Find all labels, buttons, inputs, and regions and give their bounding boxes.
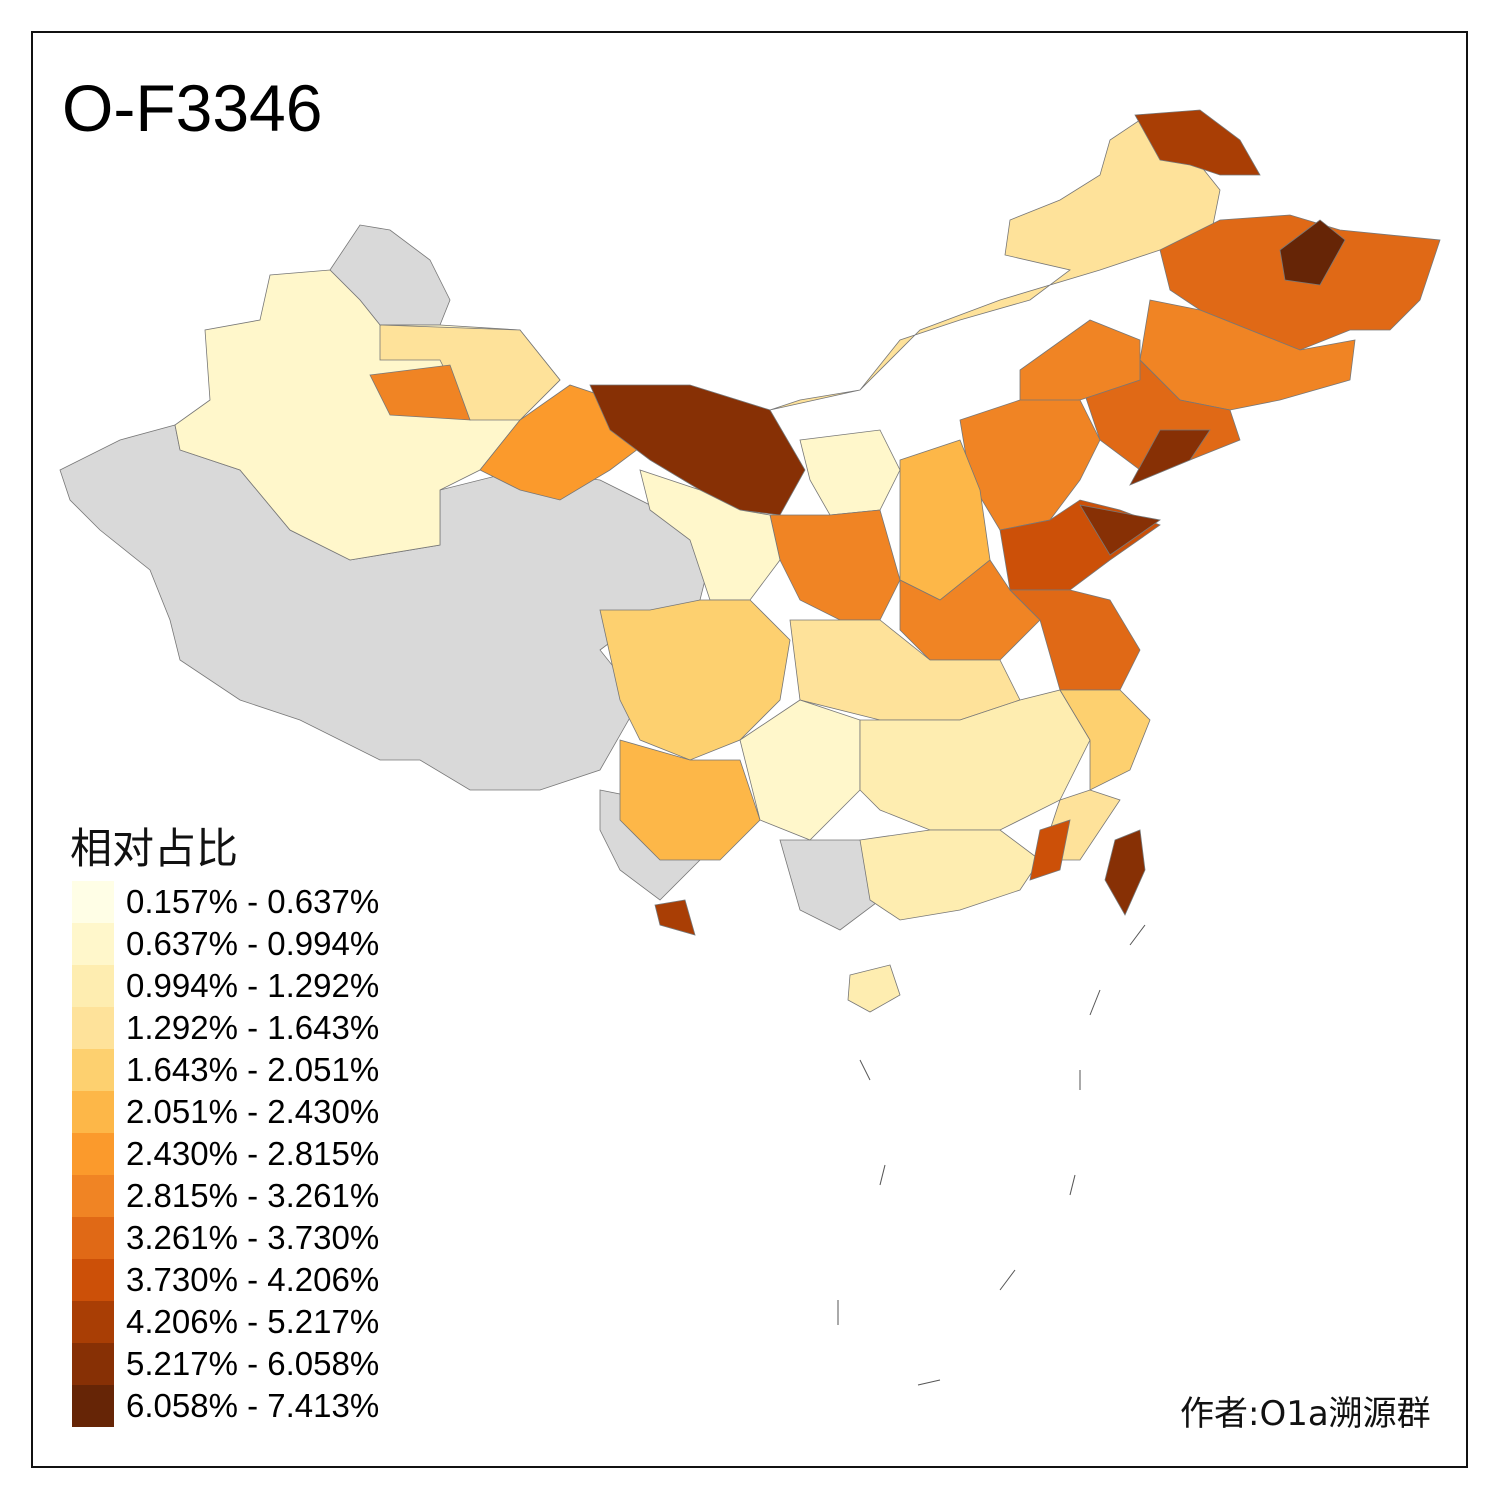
legend-label: 0.994% - 1.292% <box>126 967 380 1004</box>
region-zhejiang <box>1059 689 1151 791</box>
legend-item: 2.430% - 2.815% <box>72 1133 379 1175</box>
legend-label: 0.637% - 0.994% <box>126 925 380 962</box>
legend-swatch <box>72 1259 114 1301</box>
region-xishuangbanna <box>654 899 696 936</box>
legend: 0.157% - 0.637% 0.637% - 0.994% 0.994% - 1… <box>72 881 379 1427</box>
legend-item: 3.261% - 3.730% <box>72 1217 379 1259</box>
legend-item: 0.157% - 0.637% <box>72 881 379 923</box>
legend-swatch <box>72 1007 114 1049</box>
region-gansu-east <box>639 469 781 601</box>
region-turpan <box>369 364 471 421</box>
region-alxa <box>589 384 806 516</box>
region-shaanxi <box>769 509 901 621</box>
legend-title: 相对占比 <box>70 824 239 873</box>
legend-swatch <box>72 1091 114 1133</box>
legend-item: 2.051% - 2.430% <box>72 1091 379 1133</box>
region-yunnan <box>619 739 761 861</box>
legend-label: 1.292% - 1.643% <box>126 1009 380 1046</box>
region-guangdong <box>859 829 1041 921</box>
region-hainan <box>847 964 901 1013</box>
region-xinjiang-east <box>379 324 561 421</box>
region-guangxi-nodata <box>779 839 881 931</box>
legend-swatch <box>72 965 114 1007</box>
legend-swatch <box>72 1133 114 1175</box>
legend-swatch <box>72 1301 114 1343</box>
legend-item: 1.643% - 2.051% <box>72 1049 379 1091</box>
legend-label: 6.058% - 7.413% <box>126 1387 380 1424</box>
legend-swatch <box>72 1175 114 1217</box>
legend-item: 4.206% - 5.217% <box>72 1301 379 1343</box>
map-frame <box>31 31 1468 1468</box>
legend-item: 2.815% - 3.261% <box>72 1175 379 1217</box>
region-sichuan <box>599 599 791 761</box>
legend-swatch <box>72 923 114 965</box>
region-inner-mongolia <box>769 119 1221 411</box>
legend-item: 0.637% - 0.994% <box>72 923 379 965</box>
legend-item: 3.730% - 4.206% <box>72 1259 379 1301</box>
legend-label: 4.206% - 5.217% <box>126 1303 380 1340</box>
legend-label: 1.643% - 2.051% <box>126 1051 380 1088</box>
legend-swatch <box>72 1385 114 1427</box>
legend-swatch <box>72 1343 114 1385</box>
region-jiangsu-anhui <box>1009 589 1141 691</box>
legend-label: 3.730% - 4.206% <box>126 1261 380 1298</box>
legend-swatch <box>72 1217 114 1259</box>
region-hulunbuir-north <box>1134 109 1261 176</box>
legend-label: 5.217% - 6.058% <box>126 1345 380 1382</box>
legend-item: 5.217% - 6.058% <box>72 1343 379 1385</box>
south-china-sea-islands <box>837 924 1146 1386</box>
legend-item: 6.058% - 7.413% <box>72 1385 379 1427</box>
legend-item: 1.292% - 1.643% <box>72 1007 379 1049</box>
region-xiamen-shantou <box>1029 819 1071 881</box>
legend-label: 2.051% - 2.430% <box>126 1093 380 1130</box>
region-dalian <box>1129 429 1211 486</box>
region-harbin <box>1279 219 1346 286</box>
legend-label: 3.261% - 3.730% <box>126 1219 380 1256</box>
legend-item: 0.994% - 1.292% <box>72 965 379 1007</box>
region-taiwan <box>1104 829 1146 916</box>
legend-label: 2.815% - 3.261% <box>126 1177 380 1214</box>
map-title: O-F3346 <box>62 71 323 145</box>
legend-label: 0.157% - 0.637% <box>126 883 380 920</box>
region-qingdao <box>1079 504 1162 556</box>
region-ordos <box>799 429 901 516</box>
legend-label: 2.430% - 2.815% <box>126 1135 380 1172</box>
legend-swatch <box>72 1049 114 1091</box>
author-credit: 作者:O1a溯源群 <box>1180 1394 1431 1434</box>
legend-swatch <box>72 881 114 923</box>
